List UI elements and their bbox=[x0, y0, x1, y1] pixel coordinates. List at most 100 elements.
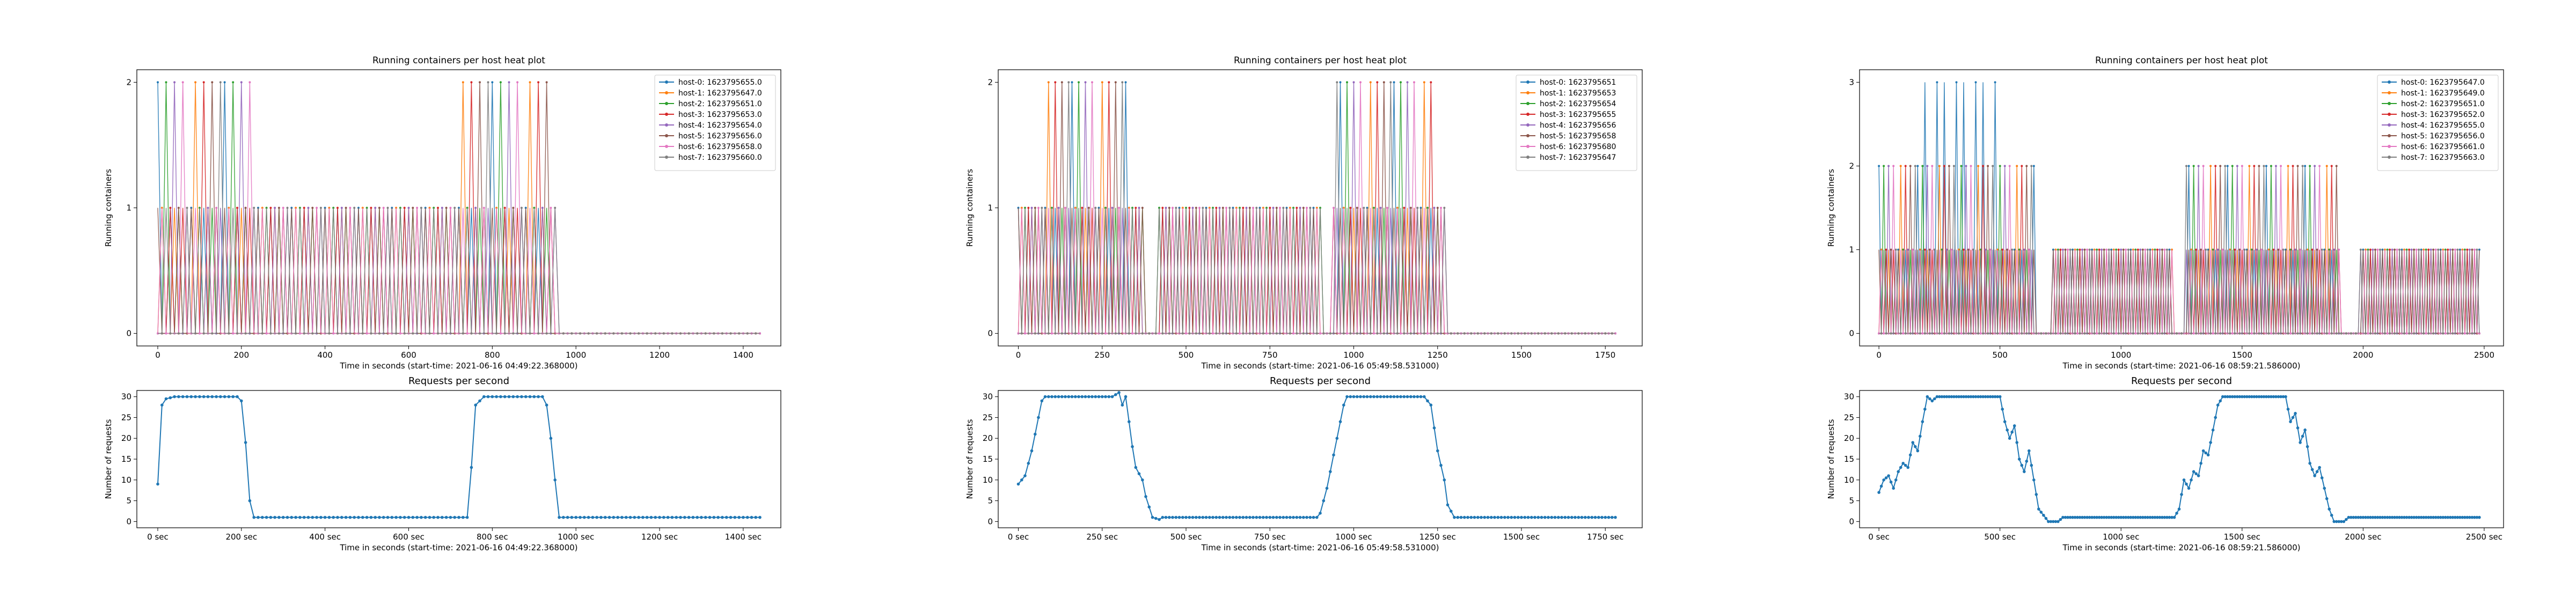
requests-point bbox=[1901, 462, 1905, 465]
requests-point bbox=[2112, 515, 2116, 519]
requests-point bbox=[2332, 520, 2336, 523]
requests-point bbox=[2059, 518, 2062, 521]
series-point bbox=[2471, 332, 2473, 335]
series-point bbox=[2296, 165, 2299, 167]
series-point bbox=[2219, 332, 2222, 335]
legend-item: host-7: 1623795663.0 bbox=[2382, 153, 2485, 162]
series-point bbox=[2238, 332, 2241, 335]
series-point bbox=[428, 332, 431, 335]
requests-point bbox=[2315, 470, 2319, 474]
series-point bbox=[541, 206, 544, 209]
series-point bbox=[533, 332, 536, 335]
series-point bbox=[1965, 165, 1967, 167]
requests-point bbox=[2054, 520, 2058, 523]
requests-point bbox=[1540, 515, 1543, 519]
series-point bbox=[2067, 248, 2069, 251]
requests-point bbox=[2458, 515, 2462, 519]
series-point bbox=[1376, 81, 1379, 84]
requests-point bbox=[1305, 515, 1308, 519]
legend-item: host-0: 1623795655.0 bbox=[659, 78, 762, 87]
series-point bbox=[2410, 248, 2413, 251]
series-point bbox=[441, 206, 443, 209]
series-point bbox=[2006, 248, 2009, 251]
requests-point bbox=[1948, 395, 1951, 399]
requests-point bbox=[1389, 395, 1393, 399]
requests-point bbox=[620, 515, 624, 519]
legend-item: host-7: 1623795660.0 bbox=[659, 153, 762, 162]
series-point bbox=[1235, 332, 1238, 335]
series-point bbox=[1570, 332, 1573, 335]
requests-point bbox=[1892, 486, 1895, 490]
legend-label: host-2: 1623795654 bbox=[1540, 100, 1616, 108]
legend-marker bbox=[2388, 113, 2391, 116]
series-point bbox=[2415, 248, 2418, 251]
series-point bbox=[2079, 248, 2081, 251]
series-point bbox=[1057, 206, 1060, 209]
requests-point bbox=[399, 515, 402, 519]
series-point bbox=[2427, 248, 2430, 251]
requests-point bbox=[1030, 449, 1034, 453]
legend-label: host-5: 1623795656.0 bbox=[678, 132, 762, 141]
requests-point bbox=[1543, 515, 1547, 519]
requests-point bbox=[2405, 515, 2409, 519]
series-point bbox=[1081, 332, 1084, 335]
series-point bbox=[2187, 165, 2190, 167]
requests-point bbox=[2119, 515, 2123, 519]
series-point bbox=[1984, 248, 1987, 251]
series-point bbox=[2354, 332, 2357, 335]
series-point bbox=[537, 81, 540, 84]
requests-point bbox=[1916, 449, 1920, 453]
legend-label: host-7: 1623795647 bbox=[1540, 153, 1616, 162]
series-point bbox=[2200, 248, 2202, 251]
requests-point bbox=[1104, 395, 1107, 399]
requests-point bbox=[2272, 395, 2275, 399]
y-tick-label: 2 bbox=[126, 77, 131, 87]
requests-point bbox=[2371, 515, 2375, 519]
requests-point bbox=[591, 515, 595, 519]
series-line-7 bbox=[158, 82, 760, 334]
series-point bbox=[479, 81, 481, 84]
requests-point bbox=[616, 515, 619, 519]
series-point bbox=[1982, 332, 1985, 335]
requests-point bbox=[1057, 395, 1060, 399]
legend-label: host-3: 1623795652.0 bbox=[2401, 110, 2485, 119]
series-point bbox=[1024, 332, 1026, 335]
series-point bbox=[508, 81, 510, 84]
series-point bbox=[2463, 332, 2466, 335]
legend-marker bbox=[2388, 134, 2391, 137]
requests-point bbox=[1131, 445, 1134, 448]
y-tick-label: 15 bbox=[1844, 454, 1854, 464]
series-point bbox=[1172, 206, 1174, 209]
series-point bbox=[1931, 165, 1934, 167]
series-point bbox=[1892, 165, 1895, 167]
series-point bbox=[244, 206, 247, 209]
series-point bbox=[2144, 248, 2147, 251]
requests-point bbox=[478, 399, 481, 403]
requests-point bbox=[2376, 515, 2380, 519]
requests-point bbox=[2209, 441, 2212, 444]
requests-point bbox=[1988, 395, 1992, 399]
series-point bbox=[2112, 332, 2115, 335]
series-point bbox=[1943, 332, 1945, 335]
series-point bbox=[2161, 248, 2163, 251]
requests-point bbox=[1930, 399, 1934, 403]
requests-point bbox=[2124, 515, 2127, 519]
requests-point bbox=[327, 515, 331, 519]
requests-point bbox=[2121, 515, 2125, 519]
series-point bbox=[2122, 332, 2125, 335]
requests-point bbox=[654, 515, 657, 519]
series-point bbox=[1426, 332, 1429, 335]
series-point bbox=[1423, 81, 1425, 84]
series-point bbox=[2423, 332, 2425, 335]
legend-marker bbox=[1526, 102, 1529, 105]
series-point bbox=[1943, 165, 1945, 167]
requests-point bbox=[1513, 515, 1517, 519]
series-point bbox=[186, 206, 188, 209]
y-axis-label: Running containers bbox=[1826, 169, 1836, 247]
series-point bbox=[2025, 165, 2028, 167]
x-axis-label: Time in seconds (start-time: 2021-06-16 … bbox=[339, 543, 577, 552]
requests-point bbox=[2052, 520, 2055, 523]
requests-point bbox=[1499, 515, 1503, 519]
legend-marker bbox=[1526, 123, 1529, 127]
series-point bbox=[1041, 206, 1043, 209]
